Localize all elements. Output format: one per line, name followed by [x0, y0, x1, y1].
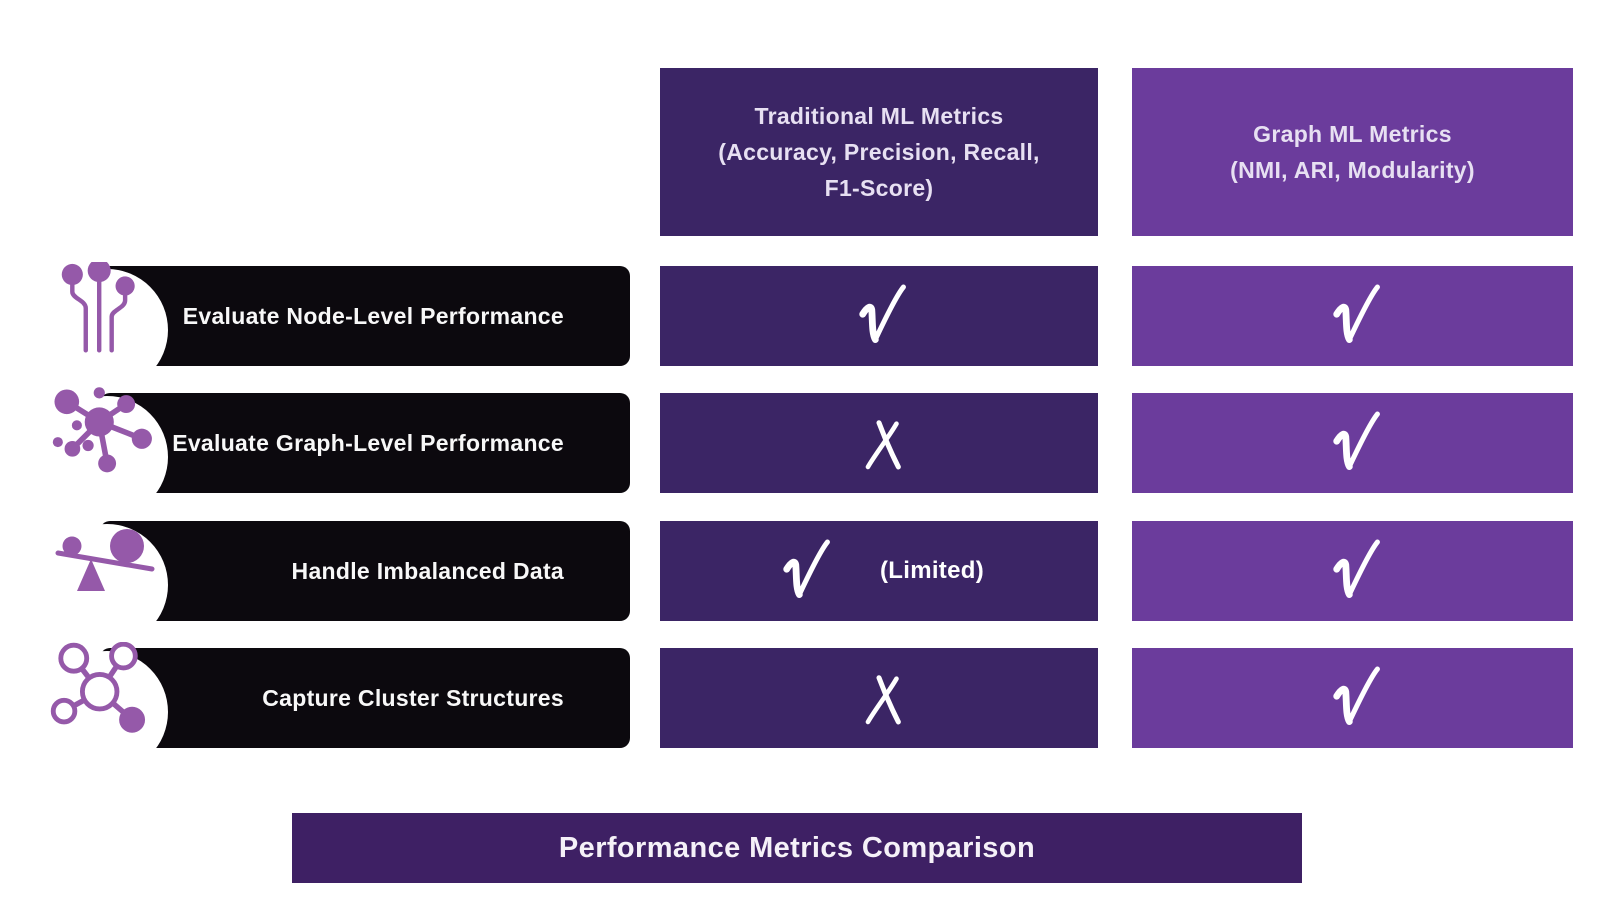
diagram-title-bar: Performance Metrics Comparison — [292, 813, 1302, 883]
cell-cluster-graph — [1132, 648, 1573, 748]
check-icon — [1332, 539, 1380, 598]
cluster-nodes-icon — [50, 642, 146, 733]
cross-icon — [865, 675, 901, 725]
header-line: (NMI, ARI, Modularity) — [1230, 157, 1475, 183]
row-label: Capture Cluster Structures — [262, 684, 564, 711]
cell-graph-level-graph — [1132, 393, 1573, 493]
row-evaluate-graph-level: Evaluate Graph-Level Performance — [46, 387, 630, 518]
check-icon — [859, 284, 906, 343]
header-graph-ml-metrics: Graph ML Metrics (NMI, ARI, Modularity) — [1132, 68, 1573, 236]
node-pins-icon — [61, 262, 135, 353]
header-line: F1-Score) — [824, 175, 934, 201]
row-evaluate-node-level: Evaluate Node-Level Performance — [46, 262, 630, 391]
header-line: (Accuracy, Precision, Recall, — [718, 139, 1040, 165]
check-icon — [1332, 411, 1380, 470]
cell-node-level-graph — [1132, 266, 1573, 366]
icon-background-circle — [46, 269, 168, 391]
balance-scale-icon — [55, 529, 155, 591]
cell-graph-level-traditional — [660, 393, 1098, 493]
cell-cluster-traditional — [660, 648, 1098, 748]
cell-imbalanced-graph — [1132, 521, 1573, 621]
header-traditional-ml-metrics: Traditional ML Metrics (Accuracy, Precis… — [660, 68, 1098, 236]
check-icon — [1332, 284, 1380, 343]
network-hub-icon — [52, 387, 152, 473]
row-label: Evaluate Node-Level Performance — [182, 302, 564, 329]
cell-note: (Limited) — [879, 557, 985, 584]
row-label: Evaluate Graph-Level Performance — [172, 429, 564, 456]
row-handle-imbalanced-data: Handle Imbalanced Data — [46, 521, 630, 646]
row-label: Handle Imbalanced Data — [291, 557, 564, 584]
cross-icon — [865, 420, 901, 470]
cell-node-level-traditional — [660, 266, 1098, 366]
check-icon — [1332, 666, 1380, 725]
row-capture-cluster-structures: Capture Cluster Structures — [46, 642, 630, 773]
header-line: Traditional ML Metrics — [754, 103, 1004, 129]
diagram-title: Performance Metrics Comparison — [558, 831, 1036, 864]
header-line: Graph ML Metrics — [1253, 121, 1452, 147]
check-icon — [783, 539, 830, 598]
cell-imbalanced-traditional: (Limited) — [660, 521, 1098, 621]
